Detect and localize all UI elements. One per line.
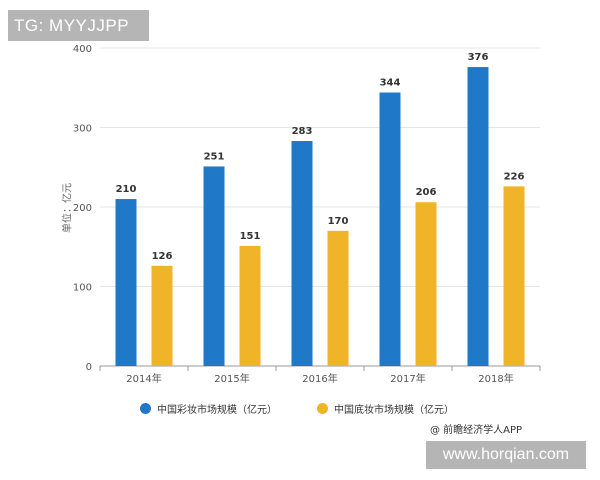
- legend-item-series2: 中国底妆市场规模（亿元）: [317, 401, 454, 416]
- x-tick-label: 2017年: [390, 372, 425, 385]
- bar-series1: [467, 67, 489, 366]
- bar-series2: [239, 245, 261, 366]
- data-label-series1: 210: [116, 184, 137, 195]
- y-tick-label: 100: [73, 283, 92, 294]
- bar-series2: [151, 265, 173, 366]
- y-tick-label: 200: [73, 203, 92, 214]
- bar-series1: [203, 166, 225, 366]
- data-label-series2: 206: [416, 187, 437, 198]
- data-label-series1: 344: [380, 78, 401, 89]
- x-tick-label: 2015年: [214, 372, 249, 385]
- data-label-series2: 226: [504, 171, 525, 182]
- x-tick-label: 2016年: [302, 372, 337, 385]
- bar-series1: [115, 199, 137, 366]
- data-label-series1: 283: [292, 126, 313, 137]
- legend-item-series1: 中国彩妆市场规模（亿元）: [140, 401, 277, 416]
- bar-series2: [503, 186, 525, 366]
- legend-dot-series1-icon: [140, 403, 151, 414]
- y-axis-label: 单位：亿元: [62, 183, 74, 233]
- legend: 中国彩妆市场规模（亿元） 中国底妆市场规模（亿元）: [140, 401, 454, 416]
- bar-series1: [379, 92, 401, 367]
- top-left-watermark-tag: TG: MYYJJPP: [8, 10, 149, 41]
- bar-series1: [291, 141, 313, 366]
- y-tick-label: 400: [73, 44, 92, 55]
- data-label-series2: 170: [328, 216, 349, 227]
- x-tick-label: 2014年: [126, 372, 161, 385]
- bar-series2: [415, 202, 437, 366]
- legend-label-series2: 中国底妆市场规模（亿元）: [334, 405, 454, 416]
- y-tick-label: 0: [86, 362, 92, 373]
- site-url-watermark: www.horqian.com: [426, 441, 586, 469]
- data-label-series1: 376: [468, 52, 489, 63]
- data-label-series2: 126: [152, 251, 173, 262]
- data-label-series2: 151: [240, 231, 261, 242]
- data-label-series1: 251: [204, 151, 225, 162]
- legend-label-series1: 中国彩妆市场规模（亿元）: [157, 405, 277, 416]
- legend-dot-series2-icon: [317, 403, 328, 414]
- source-credit: @ 前瞻经济学人APP: [430, 425, 523, 436]
- x-tick-label: 2018年: [478, 372, 513, 385]
- bar-series2: [327, 230, 349, 366]
- y-tick-label: 300: [73, 124, 92, 135]
